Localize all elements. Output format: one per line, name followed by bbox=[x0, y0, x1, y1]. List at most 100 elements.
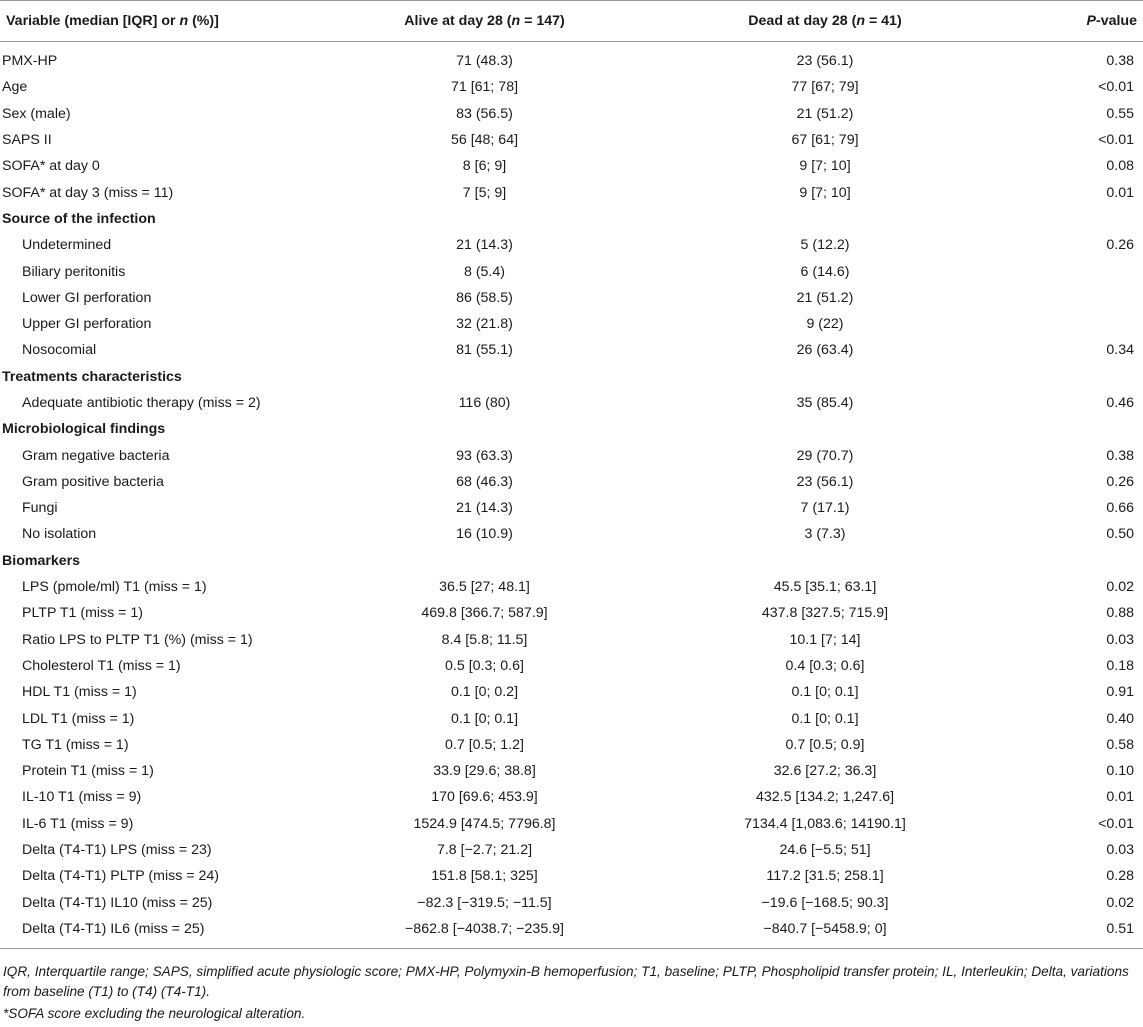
cell-p-value bbox=[1011, 285, 1143, 311]
cell-alive: 21 (14.3) bbox=[456, 237, 513, 254]
cell-dead: 0.7 [0.5; 0.9] bbox=[785, 736, 865, 753]
cell-alive: 83 (56.5) bbox=[456, 105, 513, 122]
cell-alive: −862.8 [−4038.7; −235.9] bbox=[330, 915, 639, 950]
cell-alive: 469.8 [366.7; 587.9] bbox=[421, 605, 548, 622]
footnote-abbreviations: IQR, Interquartile range; SAPS, simplifi… bbox=[3, 964, 1129, 999]
cell-variable: Protein T1 (miss = 1) bbox=[22, 763, 154, 780]
results-table: Variable (median [IQR] or n (%)] Alive a… bbox=[0, 0, 1143, 950]
cell-alive: 36.5 [27; 48.1] bbox=[439, 579, 530, 596]
header-variable-prefix: Variable (median [IQR] or bbox=[6, 13, 180, 29]
cell-p-value: 0.08 bbox=[1106, 158, 1134, 175]
cell-variable: Ratio LPS to PLTP T1 (%) (miss = 1) bbox=[22, 631, 253, 648]
cell-alive: 8 (5.4) bbox=[463, 263, 505, 280]
cell-variable: LPS (pmole/ml) T1 (miss = 1) bbox=[22, 579, 207, 596]
cell-alive: 8 [6; 9] bbox=[462, 158, 507, 175]
cell-alive: 56 [48; 64] bbox=[450, 132, 519, 149]
table-row: Upper GI perforation 32 (21.8) 9 (22) bbox=[0, 311, 1143, 337]
cell-p-value: 0.28 bbox=[1106, 868, 1134, 885]
cell-dead: 32.6 [27.2; 36.3] bbox=[773, 763, 877, 780]
section-row: Biomarkers bbox=[0, 548, 1143, 574]
table-body: PMX-HP 71 (48.3) 23 (56.1) 0.38 Age 71 [61; … bbox=[0, 42, 1143, 950]
cell-alive: 21 (14.3) bbox=[456, 500, 513, 517]
header-alive-prefix: Alive at day 28 ( bbox=[404, 13, 512, 29]
table-row: IL-6 T1 (miss = 9) 1524.9 [474.5; 7796.8]… bbox=[0, 811, 1143, 837]
cell-p-value: 0.03 bbox=[1106, 631, 1134, 648]
cell-p-value: <0.01 bbox=[1098, 79, 1134, 96]
cell-variable: Cholesterol T1 (miss = 1) bbox=[22, 657, 181, 674]
cell-p-value: 0.01 bbox=[1106, 184, 1134, 201]
table-row: Protein T1 (miss = 1) 33.9 [29.6; 38.8] 32… bbox=[0, 758, 1143, 784]
cell-variable: Delta (T4-T1) IL6 (miss = 25) bbox=[0, 915, 330, 950]
table-row: LDL T1 (miss = 1) 0.1 [0; 0.1] 0.1 [0; 0.1… bbox=[0, 705, 1143, 731]
cell-dead: 6 (14.6) bbox=[800, 263, 850, 280]
header-dead-suffix: = 41) bbox=[865, 13, 902, 29]
cell-p-value: 0.66 bbox=[1106, 500, 1134, 517]
header-variable: Variable (median [IQR] or n (%)] bbox=[0, 0, 330, 42]
cell-alive bbox=[330, 364, 639, 390]
cell-p-value bbox=[1011, 206, 1143, 232]
table-row: Fungi 21 (14.3) 7 (17.1) 0.66 bbox=[0, 495, 1143, 521]
cell-variable: Undetermined bbox=[22, 237, 112, 254]
table-row: No isolation 16 (10.9) 3 (7.3) 0.50 bbox=[0, 521, 1143, 547]
cell-dead bbox=[639, 364, 1011, 390]
cell-variable: Biliary peritonitis bbox=[22, 263, 126, 280]
header-p-prefix: P bbox=[1086, 13, 1096, 29]
cell-alive: 93 (63.3) bbox=[456, 447, 513, 464]
cell-variable: Delta (T4-T1) IL10 (miss = 25) bbox=[22, 894, 213, 911]
cell-alive: 151.8 [58.1; 325] bbox=[431, 868, 538, 885]
cell-variable: Gram positive bacteria bbox=[22, 473, 164, 490]
cell-variable: IL-6 T1 (miss = 9) bbox=[22, 815, 134, 832]
cell-p-value bbox=[1011, 416, 1143, 442]
cell-dead: 0.1 [0; 0.1] bbox=[791, 684, 859, 701]
table-row: Undetermined 21 (14.3) 5 (12.2) 0.26 bbox=[0, 232, 1143, 258]
cell-dead: 23 (56.1) bbox=[796, 473, 854, 490]
cell-dead bbox=[639, 206, 1011, 232]
cell-dead: 117.2 [31.5; 258.1] bbox=[766, 868, 884, 885]
cell-alive: 86 (58.5) bbox=[456, 289, 513, 306]
cell-dead: 9 (22) bbox=[806, 316, 844, 333]
cell-variable: Gram negative bacteria bbox=[22, 447, 170, 464]
table-row: SAPS II 56 [48; 64] 67 [61; 79] <0.01 bbox=[0, 127, 1143, 153]
cell-dead bbox=[639, 416, 1011, 442]
cell-p-value: 0.02 bbox=[1106, 894, 1134, 911]
table-footnotes: IQR, Interquartile range; SAPS, simplifi… bbox=[3, 962, 1139, 1024]
header-alive-n: n bbox=[511, 13, 521, 29]
cell-alive: 1524.9 [474.5; 7796.8] bbox=[413, 815, 556, 832]
cell-dead: 21 (51.2) bbox=[796, 289, 854, 306]
cell-alive: 0.5 [0.3; 0.6] bbox=[445, 657, 524, 674]
cell-dead: 0.4 [0.3; 0.6] bbox=[785, 657, 865, 674]
cell-variable: Delta (T4-T1) LPS (miss = 23) bbox=[22, 842, 212, 859]
cell-dead: 9 [7; 10] bbox=[799, 184, 851, 201]
cell-p-value: 0.38 bbox=[1106, 53, 1134, 70]
table-row: PMX-HP 71 (48.3) 23 (56.1) 0.38 bbox=[0, 42, 1143, 75]
table-row: IL-10 T1 (miss = 9) 170 [69.6; 453.9] 432.… bbox=[0, 784, 1143, 810]
cell-dead: 29 (70.7) bbox=[796, 447, 854, 464]
cell-p-value: <0.01 bbox=[1098, 815, 1134, 832]
cell-p-value bbox=[1011, 311, 1143, 337]
header-p-value: P-value bbox=[1011, 0, 1143, 42]
cell-alive: 71 (48.3) bbox=[456, 53, 513, 70]
cell-dead: 26 (63.4) bbox=[796, 342, 854, 359]
table-row: Lower GI perforation 86 (58.5) 21 (51.2) bbox=[0, 285, 1143, 311]
table-row: Gram positive bacteria 68 (46.3) 23 (56.1)… bbox=[0, 469, 1143, 495]
cell-p-value: 0.51 bbox=[1011, 915, 1143, 950]
cell-p-value: <0.01 bbox=[1098, 132, 1134, 149]
cell-p-value: 0.50 bbox=[1106, 526, 1134, 543]
cell-variable: SOFA* at day 3 (miss = 11) bbox=[2, 184, 174, 201]
cell-p-value bbox=[1011, 548, 1143, 574]
cell-dead: 35 (85.4) bbox=[796, 395, 854, 411]
cell-p-value bbox=[1011, 364, 1143, 390]
section-heading: Source of the infection bbox=[2, 210, 156, 227]
cell-alive: 7 [5; 9] bbox=[462, 184, 507, 201]
cell-dead: 21 (51.2) bbox=[796, 105, 854, 122]
cell-p-value: 0.38 bbox=[1106, 447, 1134, 464]
cell-variable: SOFA* at day 0 bbox=[2, 158, 100, 175]
cell-alive: 71 [61; 78] bbox=[450, 79, 519, 96]
section-row: Treatments characteristics bbox=[0, 364, 1143, 390]
cell-variable: Nosocomial bbox=[22, 342, 97, 359]
table-row: PLTP T1 (miss = 1) 469.8 [366.7; 587.9] 43… bbox=[0, 600, 1143, 626]
section-heading: Biomarkers bbox=[2, 552, 81, 569]
cell-variable: PMX-HP bbox=[2, 53, 58, 70]
cell-dead: 7134.4 [1,083.6; 14190.1] bbox=[744, 815, 906, 832]
cell-variable: Age bbox=[2, 79, 28, 96]
